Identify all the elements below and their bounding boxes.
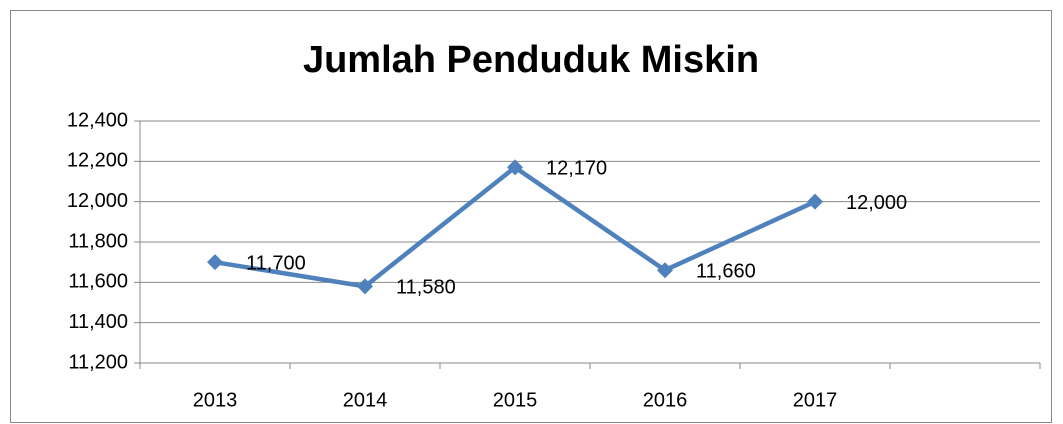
y-tick-label: 11,400: [68, 311, 128, 333]
y-tick-label: 11,600: [68, 271, 128, 293]
x-tick-label: 2016: [643, 389, 688, 411]
x-tick-label: 2014: [343, 389, 388, 411]
data-point: [357, 278, 373, 295]
data-point: [657, 262, 673, 279]
y-tick-label: 12,400: [67, 109, 128, 131]
chart-title: Jumlah Penduduk Miskin: [303, 39, 759, 81]
data-point: [507, 159, 523, 176]
data-point: [807, 193, 823, 210]
data-point: [207, 254, 223, 271]
data-label: 11,660: [696, 261, 756, 283]
x-tick-label: 2013: [193, 389, 238, 411]
y-tick-label: 11,800: [68, 230, 128, 252]
data-label: 12,000: [846, 192, 907, 214]
y-tick-label: 12,000: [67, 190, 128, 212]
data-label: 12,170: [546, 158, 607, 180]
data-label: 11,580: [396, 277, 456, 299]
chart-border: [10, 10, 1052, 423]
x-tick-label: 2017: [793, 389, 838, 411]
y-tick-label: 11,200: [68, 351, 128, 373]
y-tick-label: 12,200: [67, 150, 128, 172]
data-label: 11,700: [246, 252, 306, 274]
x-tick-label: 2015: [493, 389, 538, 411]
